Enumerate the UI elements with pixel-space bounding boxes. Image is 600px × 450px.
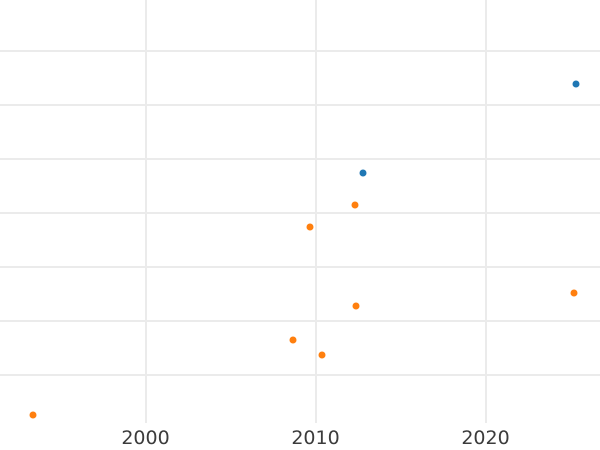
- x-tick-label-2020: 2020: [461, 427, 510, 449]
- v-gridline: [314, 0, 317, 423]
- h-gridline: [0, 104, 600, 106]
- h-gridline: [0, 320, 600, 322]
- x-tick-label-2000: 2000: [121, 427, 170, 449]
- h-gridline: [0, 158, 600, 160]
- v-gridline: [484, 0, 487, 423]
- h-gridline: [0, 50, 600, 52]
- data-point-blue-series: [359, 169, 367, 176]
- data-point-orange-series: [352, 302, 360, 310]
- x-tick-label-2010: 2010: [291, 427, 340, 449]
- data-point-orange-series: [351, 201, 359, 209]
- data-point-orange-series: [29, 411, 37, 419]
- v-gridline: [144, 0, 147, 423]
- data-point-orange-series: [289, 336, 297, 344]
- data-point-orange-series: [318, 351, 326, 359]
- data-point-blue-series: [572, 80, 580, 88]
- data-point-orange-series: [570, 289, 578, 297]
- h-gridline: [0, 266, 600, 268]
- h-gridline: [0, 212, 600, 214]
- h-gridline: [0, 374, 600, 376]
- data-point-orange-series: [306, 223, 314, 230]
